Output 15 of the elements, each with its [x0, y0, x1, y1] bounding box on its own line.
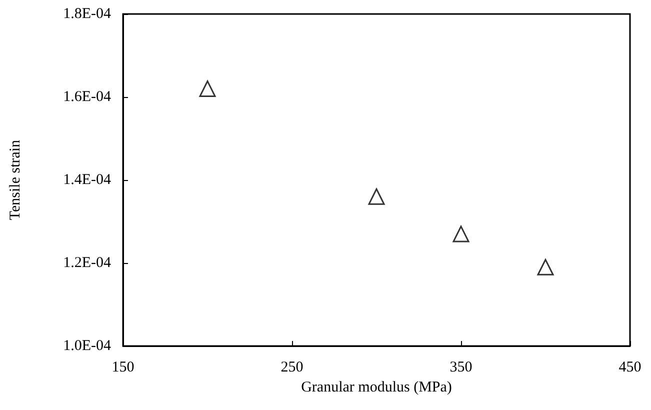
- x-axis-title: Granular modulus (MPa): [301, 379, 452, 396]
- y-tick-label: 1.8E-04: [63, 6, 112, 22]
- y-tick-label: 1.4E-04: [63, 172, 112, 188]
- x-tick-label: 250: [280, 360, 304, 376]
- point: [368, 188, 385, 205]
- y-tick-label: 1.0E-04: [63, 338, 112, 354]
- x-tick-label: 450: [618, 360, 642, 376]
- y-tick-label: 1.6E-04: [63, 89, 112, 105]
- point: [199, 80, 216, 97]
- y-tick-label: 1.2E-04: [63, 255, 112, 271]
- point: [452, 226, 470, 242]
- y-axis-title: Tensile strain: [8, 139, 24, 220]
- x-tick-label: 350: [450, 360, 472, 376]
- x-tick-label: 150: [112, 360, 134, 376]
- point: [537, 258, 554, 276]
